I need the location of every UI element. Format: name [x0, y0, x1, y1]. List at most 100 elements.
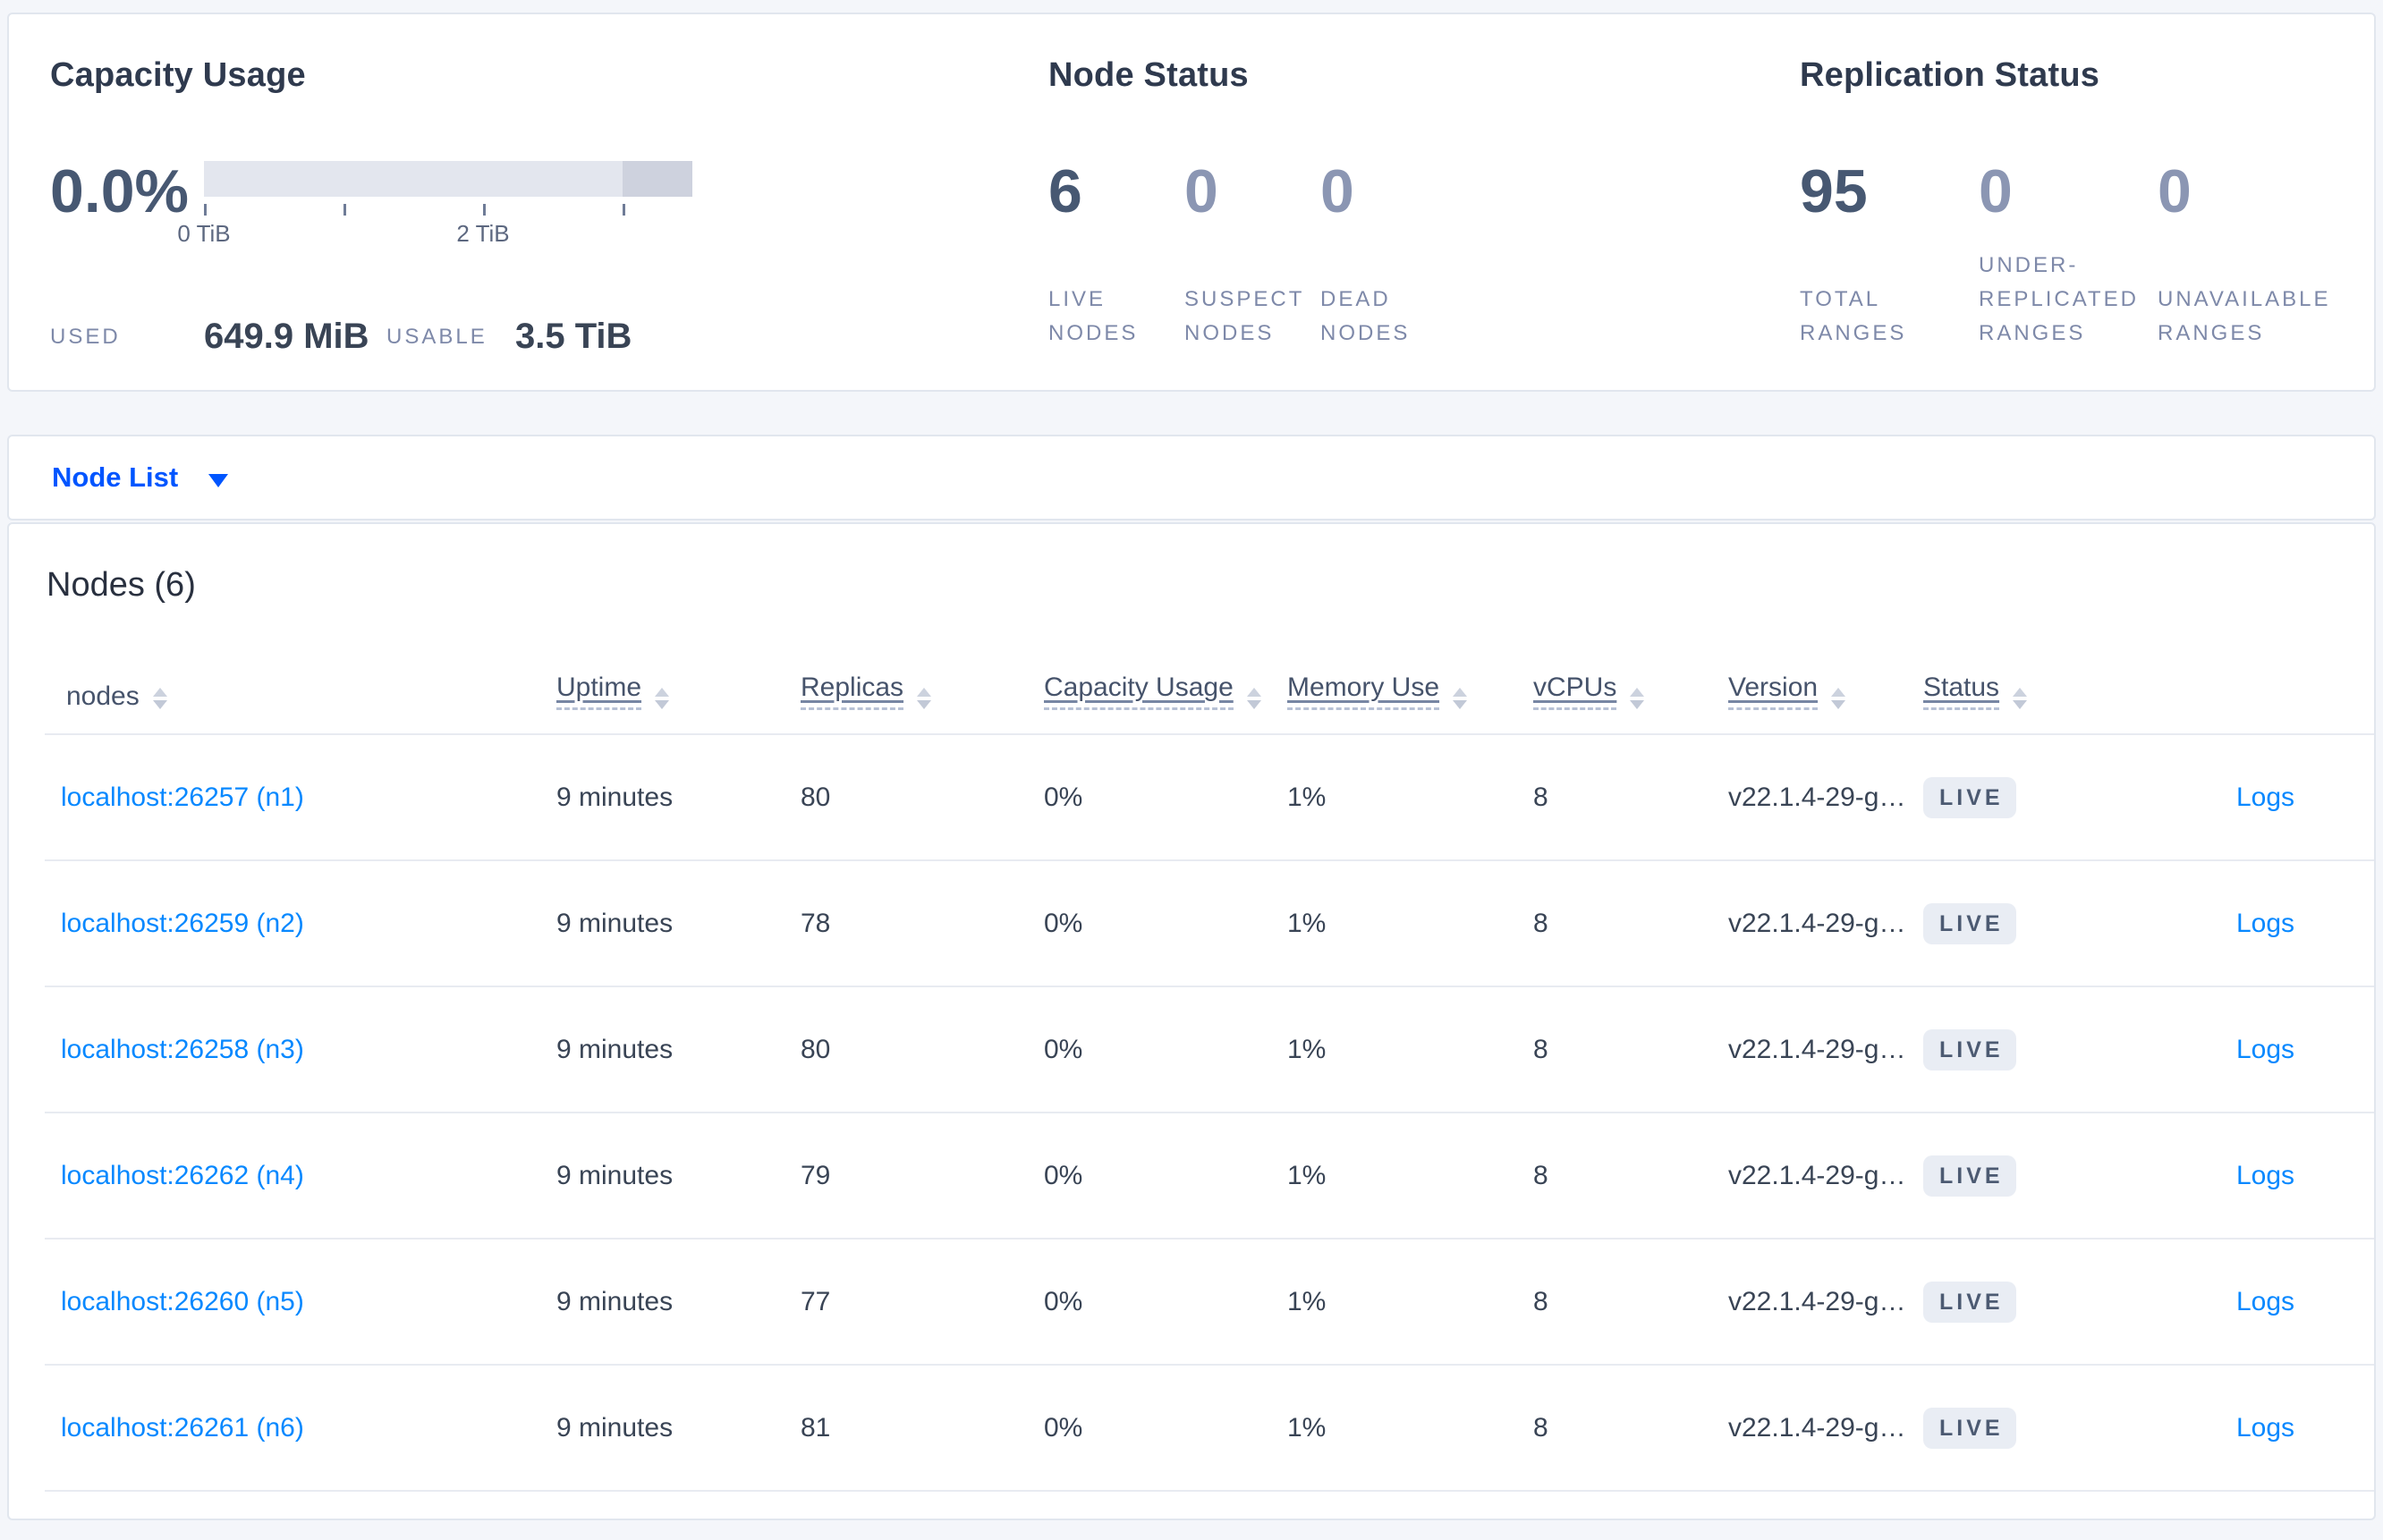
memory-cell: 1% [1287, 782, 1327, 812]
table-row: localhost:26258 (n3) 9 minutes 80 0% 1% … [9, 987, 2374, 1112]
cluster-summary-card: Capacity Usage 0.0% 0 TiB 2 TiB USED 649… [7, 13, 2376, 392]
logs-link[interactable]: Logs [2236, 908, 2295, 938]
row-divider [45, 986, 2374, 987]
replication-status-title: Replication Status [1800, 56, 2100, 94]
node-status-title: Node Status [1048, 56, 1249, 94]
logs-link[interactable]: Logs [2236, 1286, 2295, 1316]
header-divider [45, 733, 2374, 735]
total-ranges-value: 95 [1800, 157, 1868, 225]
version-cell: v22.1.4-29-g… [1728, 1412, 1906, 1443]
capacity-percent: 0.0% [50, 157, 189, 225]
nodes-card: Nodes (6) nodes Uptime Replicas Capacity… [7, 522, 2376, 1520]
node-list-dropdown[interactable]: Node List [52, 461, 229, 494]
suspect-nodes-value: 0 [1184, 157, 1218, 225]
capacity-tick-label: 2 TiB [456, 220, 510, 247]
row-divider [45, 1490, 2374, 1492]
replicas-cell: 80 [801, 1034, 831, 1064]
vcpus-cell: 8 [1533, 782, 1548, 812]
table-row: localhost:26261 (n6) 9 minutes 81 0% 1% … [9, 1366, 2374, 1490]
column-header-replicas[interactable]: Replicas [801, 674, 1044, 710]
memory-cell: 1% [1287, 1286, 1327, 1316]
status-badge: LIVE [1923, 1155, 2016, 1197]
replication-status-section: Replication Status 95 TOTAL RANGES 0 UND… [1800, 54, 2372, 351]
table-header-row: nodes Uptime Replicas Capacity Usage Mem… [9, 606, 2374, 733]
sort-icon [152, 687, 168, 710]
nodes-section-title: Nodes (6) [47, 566, 196, 604]
capacity-cell: 0% [1044, 1160, 1083, 1190]
node-link[interactable]: localhost:26260 (n5) [61, 1286, 304, 1316]
logs-link[interactable]: Logs [2236, 1412, 2295, 1443]
table-row: localhost:26260 (n5) 9 minutes 77 0% 1% … [9, 1240, 2374, 1364]
unavailable-ranges-value: 0 [2158, 157, 2192, 225]
capacity-usage-title: Capacity Usage [50, 56, 306, 94]
status-badge: LIVE [1923, 776, 2016, 818]
dead-nodes-value: 0 [1320, 157, 1354, 225]
capacity-usage-section: Capacity Usage 0.0% 0 TiB 2 TiB USED 649… [50, 54, 748, 357]
usable-value: 3.5 TiB [515, 317, 632, 356]
capacity-cell: 0% [1044, 908, 1083, 938]
table-row: localhost:26262 (n4) 9 minutes 79 0% 1% … [9, 1113, 2374, 1238]
version-cell: v22.1.4-29-g… [1728, 1034, 1906, 1064]
unavailable-ranges-stat: 0 UNAVAILABLE RANGES [2158, 157, 2336, 351]
status-badge: LIVE [1923, 902, 2016, 944]
vcpus-cell: 8 [1533, 1412, 1548, 1443]
table-row: localhost:26259 (n2) 9 minutes 78 0% 1% … [9, 861, 2374, 986]
capacity-cell: 0% [1044, 1034, 1083, 1064]
sort-icon [1830, 687, 1846, 710]
column-header-nodes[interactable]: nodes [61, 683, 556, 710]
logs-link[interactable]: Logs [2236, 1034, 2295, 1064]
sort-icon [654, 687, 670, 710]
replicas-cell: 80 [801, 782, 831, 812]
vcpus-cell: 8 [1533, 908, 1548, 938]
sort-icon [2012, 687, 2028, 710]
dead-nodes-label: DEAD NODES [1320, 287, 1411, 345]
memory-cell: 1% [1287, 1412, 1327, 1443]
version-cell: v22.1.4-29-g… [1728, 1286, 1906, 1316]
column-header-status[interactable]: Status [1923, 674, 2236, 710]
live-nodes-stat: 6 LIVE NODES [1048, 157, 1184, 351]
memory-cell: 1% [1287, 1160, 1327, 1190]
capacity-usage-bar: 0 TiB 2 TiB [177, 161, 692, 247]
status-badge: LIVE [1923, 1407, 2016, 1449]
under-replicated-ranges-value: 0 [1979, 157, 2013, 225]
column-header-uptime[interactable]: Uptime [556, 674, 801, 710]
uptime-cell: 9 minutes [556, 908, 674, 938]
uptime-cell: 9 minutes [556, 1160, 674, 1190]
node-link[interactable]: localhost:26261 (n6) [61, 1412, 304, 1443]
total-ranges-label: TOTAL RANGES [1800, 287, 1907, 345]
replicas-cell: 81 [801, 1412, 831, 1443]
caret-down-icon [208, 473, 229, 487]
vcpus-cell: 8 [1533, 1034, 1548, 1064]
column-header-version[interactable]: Version [1728, 674, 1923, 710]
row-divider [45, 1364, 2374, 1366]
live-nodes-value: 6 [1048, 157, 1082, 225]
replicas-cell: 79 [801, 1160, 831, 1190]
node-link[interactable]: localhost:26258 (n3) [61, 1034, 304, 1064]
version-cell: v22.1.4-29-g… [1728, 908, 1906, 938]
column-header-capacity[interactable]: Capacity Usage [1044, 674, 1287, 710]
column-header-vcpus[interactable]: vCPUs [1533, 674, 1728, 710]
status-badge: LIVE [1923, 1028, 2016, 1070]
column-header-memory[interactable]: Memory Use [1287, 674, 1533, 710]
usable-label: USABLE [386, 324, 488, 349]
unavailable-ranges-label: UNAVAILABLE RANGES [2158, 287, 2331, 345]
logs-link[interactable]: Logs [2236, 1160, 2295, 1190]
memory-cell: 1% [1287, 908, 1327, 938]
node-link[interactable]: localhost:26262 (n4) [61, 1160, 304, 1190]
capacity-tick [343, 204, 346, 216]
capacity-tick [483, 204, 486, 216]
vcpus-cell: 8 [1533, 1160, 1548, 1190]
node-link[interactable]: localhost:26257 (n1) [61, 782, 304, 812]
node-link[interactable]: localhost:26259 (n2) [61, 908, 304, 938]
dead-nodes-stat: 0 DEAD NODES [1320, 157, 1456, 351]
under-replicated-ranges-label: UNDER-REPLICATED RANGES [1979, 253, 2139, 345]
uptime-cell: 9 minutes [556, 1034, 674, 1064]
live-nodes-label: LIVE NODES [1048, 287, 1139, 345]
uptime-cell: 9 minutes [556, 1412, 674, 1443]
capacity-tick [204, 204, 207, 216]
capacity-cell: 0% [1044, 1286, 1083, 1316]
replicas-cell: 78 [801, 908, 831, 938]
used-value: 649.9 MiB [204, 317, 369, 356]
row-divider [45, 1112, 2374, 1113]
logs-link[interactable]: Logs [2236, 782, 2295, 812]
